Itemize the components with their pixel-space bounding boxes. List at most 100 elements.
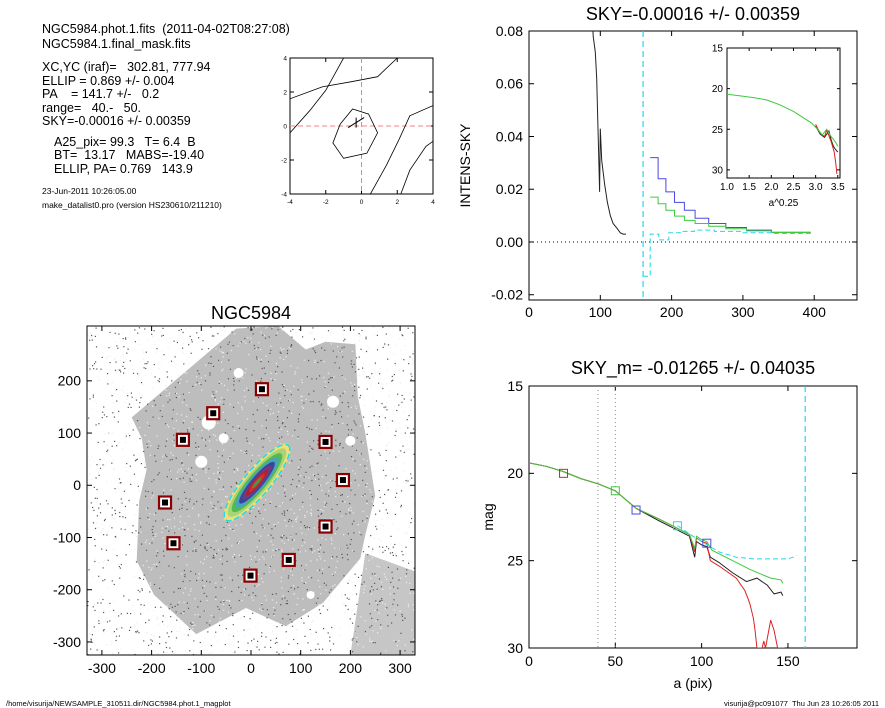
noise-dot	[141, 543, 143, 545]
noise-dot	[280, 443, 282, 445]
noise-dot	[120, 482, 122, 484]
noise-dot	[223, 609, 225, 611]
noise-dot	[225, 534, 227, 537]
noise-dot	[197, 606, 199, 608]
noise-dot	[135, 631, 137, 633]
noise-dot	[370, 419, 372, 421]
noise-dot	[410, 378, 412, 381]
noise-dot	[215, 479, 217, 481]
noise-dot	[212, 365, 215, 367]
noise-dot	[413, 396, 415, 398]
noise-dot	[342, 334, 344, 336]
noise-dot	[325, 474, 327, 476]
noise-dot	[128, 629, 131, 631]
noise-dot	[350, 489, 352, 491]
noise-dot	[370, 535, 372, 537]
noise-dot	[146, 632, 148, 634]
noise-dot	[203, 572, 205, 574]
noise-dot	[303, 407, 305, 409]
noise-dot	[344, 612, 346, 614]
noise-dot	[239, 541, 241, 543]
noise-dot	[369, 489, 371, 491]
noise-dot	[218, 620, 220, 623]
noise-dot	[400, 506, 402, 508]
noise-dot	[89, 339, 91, 341]
noise-dot	[182, 544, 184, 546]
noise-dot	[407, 327, 409, 329]
noise-dot	[283, 348, 285, 350]
noise-dot	[220, 346, 222, 348]
noise-dot	[295, 332, 297, 334]
noise-dot	[288, 462, 291, 464]
noise-dot	[127, 348, 129, 350]
noise-dot	[148, 425, 150, 427]
noise-dot	[317, 515, 320, 517]
noise-dot	[383, 406, 385, 408]
noise-dot	[382, 525, 384, 527]
noise-dot	[161, 531, 163, 533]
noise-dot	[249, 341, 251, 343]
noise-dot	[215, 598, 217, 600]
noise-dot	[99, 418, 101, 420]
noise-dot	[204, 609, 206, 611]
noise-dot	[211, 496, 213, 498]
noise-dot	[143, 367, 145, 369]
noise-dot	[291, 621, 293, 623]
chart-title: SKY_m= -0.01265 +/- 0.04035	[571, 358, 815, 379]
noise-dot	[264, 646, 266, 648]
noise-dot	[386, 370, 388, 372]
noise-dot	[232, 528, 234, 530]
noise-dot	[393, 599, 395, 601]
noise-dot	[275, 506, 277, 508]
noise-dot	[272, 556, 274, 558]
noise-dot	[141, 588, 143, 590]
noise-dot	[303, 359, 305, 361]
noise-dot	[264, 373, 266, 375]
noise-dot	[217, 471, 219, 473]
noise-dot	[292, 479, 294, 481]
noise-dot	[109, 611, 111, 613]
noise-dot	[291, 574, 294, 576]
noise-dot	[330, 487, 332, 489]
noise-dot	[191, 535, 193, 537]
noise-dot	[382, 326, 384, 328]
noise-dot	[201, 437, 203, 439]
noise-dot	[248, 594, 250, 596]
noise-dot	[399, 610, 401, 612]
noise-dot	[274, 524, 277, 526]
noise-dot	[341, 515, 343, 517]
noise-dot	[327, 632, 329, 634]
noise-dot	[260, 380, 262, 382]
noise-dot	[136, 458, 138, 460]
noise-dot	[126, 392, 129, 394]
noise-dot	[338, 465, 340, 467]
noise-dot	[358, 531, 361, 533]
noise-dot	[375, 575, 377, 577]
noise-dot	[321, 572, 323, 574]
noise-dot	[195, 550, 197, 552]
noise-dot	[380, 540, 382, 542]
noise-dot	[344, 338, 346, 340]
noise-dot	[351, 445, 353, 447]
noise-dot	[366, 467, 368, 469]
noise-dot	[215, 582, 217, 584]
noise-dot	[285, 602, 287, 605]
noise-dot	[114, 518, 116, 520]
noise-dot	[244, 337, 246, 340]
noise-dot	[337, 527, 339, 529]
noise-dot	[250, 341, 252, 343]
noise-dot	[168, 636, 170, 638]
noise-dot	[127, 545, 129, 548]
noise-dot	[148, 440, 150, 442]
noise-dot	[217, 641, 219, 643]
noise-dot	[384, 499, 386, 502]
noise-dot	[364, 471, 366, 473]
noise-dot	[402, 560, 404, 562]
noise-dot	[324, 349, 326, 351]
noise-dot	[200, 522, 202, 524]
noise-dot	[317, 597, 319, 599]
noise-dot	[366, 502, 368, 505]
noise-dot	[119, 375, 121, 377]
noise-dot	[156, 550, 158, 552]
noise-dot	[283, 510, 285, 512]
